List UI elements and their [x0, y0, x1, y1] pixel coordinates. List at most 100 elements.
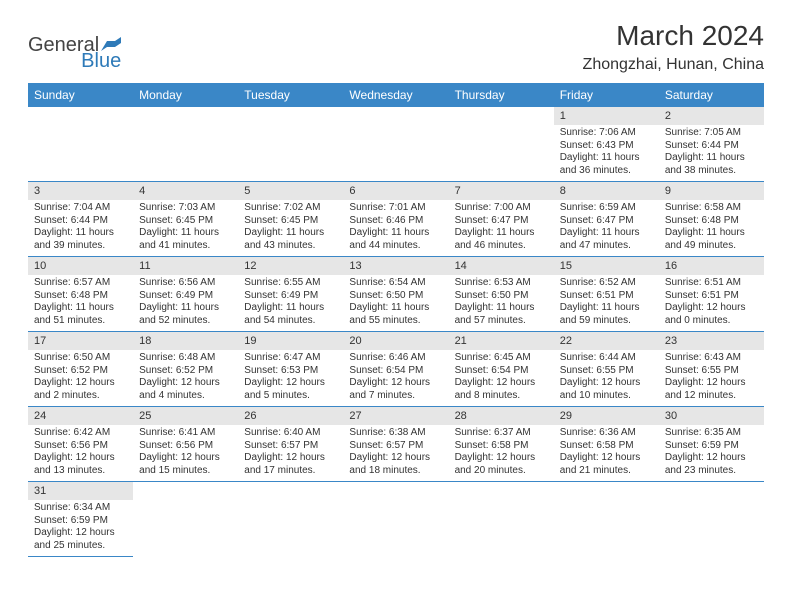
day-number: 21: [449, 332, 554, 351]
sunrise-line: Sunrise: 6:35 AM: [665, 427, 758, 440]
day-number: 2: [659, 107, 764, 125]
day-number: 25: [133, 407, 238, 426]
sunset-line: Sunset: 6:56 PM: [34, 440, 127, 453]
empty-cell: [449, 107, 554, 125]
sunrise-line: Sunrise: 6:58 AM: [665, 202, 758, 215]
daylight-line: Daylight: 12 hours and 20 minutes.: [455, 452, 548, 477]
sunset-line: Sunset: 6:56 PM: [139, 440, 232, 453]
day-number: 6: [343, 182, 448, 201]
day-details: Sunrise: 7:00 AMSunset: 6:47 PMDaylight:…: [449, 200, 554, 257]
sunset-line: Sunset: 6:54 PM: [349, 365, 442, 378]
sunrise-line: Sunrise: 6:42 AM: [34, 427, 127, 440]
day-details: Sunrise: 6:46 AMSunset: 6:54 PMDaylight:…: [343, 350, 448, 407]
sunset-line: Sunset: 6:53 PM: [244, 365, 337, 378]
sunset-line: Sunset: 6:44 PM: [34, 215, 127, 228]
day-number-row: 12: [28, 107, 764, 125]
empty-cell: [343, 482, 448, 501]
sunrise-line: Sunrise: 6:52 AM: [560, 277, 653, 290]
sunset-line: Sunset: 6:55 PM: [665, 365, 758, 378]
daylight-line: Daylight: 11 hours and 55 minutes.: [349, 302, 442, 327]
day-details: Sunrise: 6:54 AMSunset: 6:50 PMDaylight:…: [343, 275, 448, 332]
day-details: Sunrise: 6:38 AMSunset: 6:57 PMDaylight:…: [343, 425, 448, 482]
daylight-line: Daylight: 11 hours and 43 minutes.: [244, 227, 337, 252]
day-details: Sunrise: 6:47 AMSunset: 6:53 PMDaylight:…: [238, 350, 343, 407]
sunrise-line: Sunrise: 6:57 AM: [34, 277, 127, 290]
day-details: Sunrise: 6:40 AMSunset: 6:57 PMDaylight:…: [238, 425, 343, 482]
daylight-line: Daylight: 12 hours and 13 minutes.: [34, 452, 127, 477]
empty-cell: [28, 107, 133, 125]
day-details: Sunrise: 6:48 AMSunset: 6:52 PMDaylight:…: [133, 350, 238, 407]
day-details: Sunrise: 7:02 AMSunset: 6:45 PMDaylight:…: [238, 200, 343, 257]
day-number: 7: [449, 182, 554, 201]
daylight-line: Daylight: 12 hours and 7 minutes.: [349, 377, 442, 402]
weekday-header: Saturday: [659, 83, 764, 107]
day-details: Sunrise: 6:36 AMSunset: 6:58 PMDaylight:…: [554, 425, 659, 482]
sunset-line: Sunset: 6:57 PM: [244, 440, 337, 453]
daylight-line: Daylight: 12 hours and 8 minutes.: [455, 377, 548, 402]
sunrise-line: Sunrise: 6:53 AM: [455, 277, 548, 290]
daylight-line: Daylight: 12 hours and 2 minutes.: [34, 377, 127, 402]
daylight-line: Daylight: 11 hours and 46 minutes.: [455, 227, 548, 252]
sunrise-line: Sunrise: 7:02 AM: [244, 202, 337, 215]
empty-cell: [659, 482, 764, 501]
day-details: Sunrise: 6:55 AMSunset: 6:49 PMDaylight:…: [238, 275, 343, 332]
day-number: 31: [28, 482, 133, 501]
day-detail-row: Sunrise: 6:34 AMSunset: 6:59 PMDaylight:…: [28, 500, 764, 557]
day-number: 18: [133, 332, 238, 351]
day-number: 27: [343, 407, 448, 426]
sunrise-line: Sunrise: 6:50 AM: [34, 352, 127, 365]
empty-cell: [343, 125, 448, 182]
day-details: Sunrise: 6:44 AMSunset: 6:55 PMDaylight:…: [554, 350, 659, 407]
weekday-header-row: SundayMondayTuesdayWednesdayThursdayFrid…: [28, 83, 764, 107]
month-title: March 2024: [583, 20, 764, 52]
day-number: 3: [28, 182, 133, 201]
daylight-line: Daylight: 12 hours and 17 minutes.: [244, 452, 337, 477]
sunrise-line: Sunrise: 6:37 AM: [455, 427, 548, 440]
sunset-line: Sunset: 6:46 PM: [349, 215, 442, 228]
day-details: Sunrise: 6:56 AMSunset: 6:49 PMDaylight:…: [133, 275, 238, 332]
sunrise-line: Sunrise: 6:56 AM: [139, 277, 232, 290]
sunrise-line: Sunrise: 6:55 AM: [244, 277, 337, 290]
sunset-line: Sunset: 6:52 PM: [34, 365, 127, 378]
sunset-line: Sunset: 6:54 PM: [455, 365, 548, 378]
sunrise-line: Sunrise: 6:38 AM: [349, 427, 442, 440]
daylight-line: Daylight: 12 hours and 0 minutes.: [665, 302, 758, 327]
sunrise-line: Sunrise: 7:01 AM: [349, 202, 442, 215]
empty-cell: [554, 482, 659, 501]
sunset-line: Sunset: 6:58 PM: [455, 440, 548, 453]
sunrise-line: Sunrise: 6:51 AM: [665, 277, 758, 290]
day-details: Sunrise: 6:58 AMSunset: 6:48 PMDaylight:…: [659, 200, 764, 257]
sunset-line: Sunset: 6:59 PM: [665, 440, 758, 453]
day-number: 9: [659, 182, 764, 201]
daylight-line: Daylight: 11 hours and 59 minutes.: [560, 302, 653, 327]
daylight-line: Daylight: 12 hours and 4 minutes.: [139, 377, 232, 402]
weekday-header: Wednesday: [343, 83, 448, 107]
daylight-line: Daylight: 11 hours and 57 minutes.: [455, 302, 548, 327]
day-number-row: 24252627282930: [28, 407, 764, 426]
day-number: 12: [238, 257, 343, 276]
sunset-line: Sunset: 6:51 PM: [665, 290, 758, 303]
empty-cell: [133, 482, 238, 501]
day-detail-row: Sunrise: 6:50 AMSunset: 6:52 PMDaylight:…: [28, 350, 764, 407]
day-number: 23: [659, 332, 764, 351]
daylight-line: Daylight: 11 hours and 51 minutes.: [34, 302, 127, 327]
empty-cell: [133, 500, 238, 557]
sunrise-line: Sunrise: 6:54 AM: [349, 277, 442, 290]
empty-cell: [449, 482, 554, 501]
day-number: 29: [554, 407, 659, 426]
daylight-line: Daylight: 11 hours and 38 minutes.: [665, 152, 758, 177]
empty-cell: [238, 482, 343, 501]
day-number: 13: [343, 257, 448, 276]
day-details: Sunrise: 6:43 AMSunset: 6:55 PMDaylight:…: [659, 350, 764, 407]
day-detail-row: Sunrise: 6:57 AMSunset: 6:48 PMDaylight:…: [28, 275, 764, 332]
sunrise-line: Sunrise: 6:40 AM: [244, 427, 337, 440]
day-number: 17: [28, 332, 133, 351]
day-detail-row: Sunrise: 7:06 AMSunset: 6:43 PMDaylight:…: [28, 125, 764, 182]
day-details: Sunrise: 6:52 AMSunset: 6:51 PMDaylight:…: [554, 275, 659, 332]
day-number: 20: [343, 332, 448, 351]
daylight-line: Daylight: 11 hours and 52 minutes.: [139, 302, 232, 327]
day-details: Sunrise: 6:45 AMSunset: 6:54 PMDaylight:…: [449, 350, 554, 407]
day-number: 22: [554, 332, 659, 351]
day-details: Sunrise: 6:57 AMSunset: 6:48 PMDaylight:…: [28, 275, 133, 332]
day-details: Sunrise: 6:53 AMSunset: 6:50 PMDaylight:…: [449, 275, 554, 332]
